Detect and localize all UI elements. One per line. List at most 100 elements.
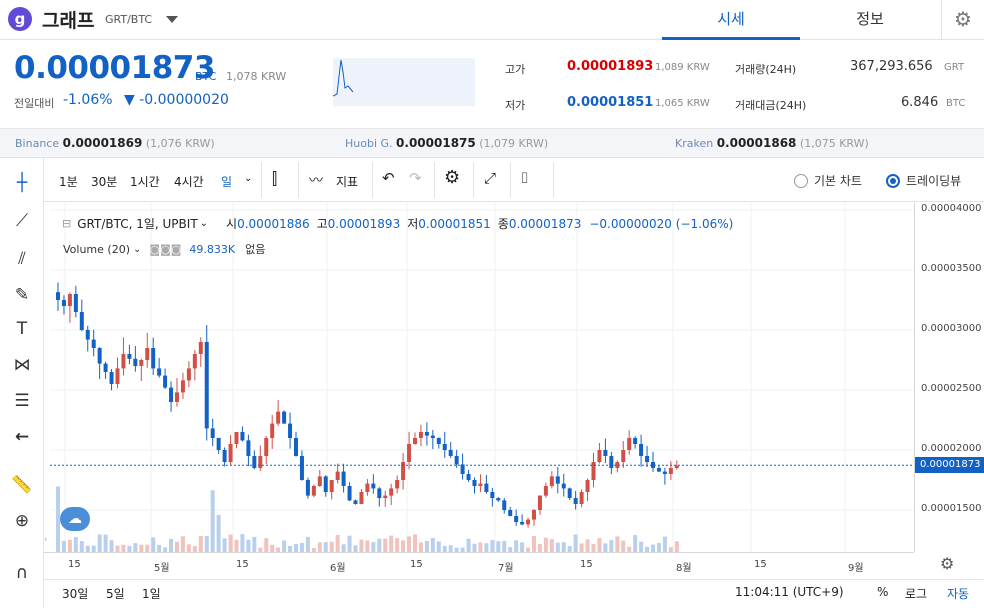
volume-bar	[413, 534, 417, 552]
fullscreen-icon[interactable]: ⤢	[484, 169, 497, 187]
volume-bar	[496, 541, 501, 552]
price-axis[interactable]: 0.00004000 0.00003500 0.00003000 0.00002500…	[914, 202, 984, 552]
candle-type-icon[interactable]: ⫿	[272, 169, 278, 188]
candle-body	[61, 300, 66, 306]
range-5d[interactable]: 5일	[106, 587, 125, 601]
candle-body	[514, 516, 519, 522]
candle-body	[639, 444, 644, 456]
exchange-price: 0.00001868	[716, 136, 797, 150]
indicator-button[interactable]: 지표	[336, 175, 359, 189]
chevron-down-icon[interactable]	[166, 16, 178, 23]
prediction-icon[interactable]: ☰	[14, 391, 30, 411]
axis-settings-icon[interactable]: ⚙	[940, 554, 955, 573]
interval-1h[interactable]: 1시간	[130, 175, 160, 189]
price-krw: 1,078 KRW	[226, 70, 287, 83]
candle-body	[157, 368, 162, 376]
time-axis[interactable]: 15 5월 15 6월 15 7월 15 8월 15 9월	[44, 552, 914, 579]
chevron-down-icon[interactable]: ⌄	[133, 243, 142, 255]
change-absolute: ▼ -0.00000020	[124, 92, 229, 108]
ruler-icon[interactable]: 📏	[11, 475, 33, 495]
candle-body	[668, 468, 673, 474]
volume-bar	[175, 541, 179, 552]
indicator-icon[interactable]: 〰	[309, 173, 323, 189]
legend-open-label: 시	[226, 217, 238, 231]
tab-info[interactable]: 정보	[856, 10, 884, 28]
volume-bar	[389, 535, 394, 552]
eye-icon[interactable]: ◙◙◙	[149, 242, 182, 256]
radio-on-icon[interactable]	[886, 173, 900, 188]
crosshair-icon[interactable]: ┼	[16, 173, 28, 193]
range-1d[interactable]: 1일	[142, 587, 161, 601]
tradingview-logo-icon[interactable]: ☁	[60, 507, 90, 531]
volume-bar	[543, 537, 548, 552]
trendline-icon[interactable]: ⟋	[16, 211, 28, 231]
candle-body	[567, 488, 572, 498]
zoom-icon[interactable]: ⊕	[14, 511, 30, 531]
volume-bar	[109, 540, 114, 552]
volume-bar	[407, 536, 412, 552]
interval-1m[interactable]: 1분	[59, 175, 78, 189]
text-icon[interactable]: T	[16, 319, 28, 339]
pair-label: GRT/BTC	[105, 13, 153, 26]
volume-bar	[359, 539, 364, 552]
volume-bar	[656, 543, 661, 552]
divider	[510, 162, 511, 198]
volume-bar	[597, 538, 602, 552]
undo-icon[interactable]: ↶	[382, 169, 395, 187]
interval-1d[interactable]: 일	[221, 175, 233, 189]
volume-bar	[454, 547, 459, 552]
candle-body	[383, 495, 388, 498]
camera-icon[interactable]: ⌷	[520, 169, 530, 187]
exchange-krw: (1,079 KRW)	[479, 137, 549, 150]
volume-value: 367,293.656	[850, 59, 933, 74]
chart-toolbar	[44, 158, 984, 202]
legend-title[interactable]: GRT/BTC, 1일, UPBIT	[77, 217, 198, 231]
volume-bar	[240, 534, 245, 552]
volume-legend: Volume (20) ⌄ ◙◙◙ 49.833K 없음	[63, 241, 265, 257]
fib-icon[interactable]: ⫽	[18, 249, 26, 269]
tradingview-option[interactable]: 트레이딩뷰	[886, 172, 961, 189]
candle-body	[389, 488, 394, 496]
arrow-left-icon[interactable]: ←	[14, 427, 30, 447]
volume-bar	[371, 542, 376, 552]
interval-30m[interactable]: 30분	[91, 175, 118, 189]
redo-icon[interactable]: ↷	[409, 169, 422, 187]
basic-chart-option[interactable]: 기본 차트	[794, 172, 862, 189]
candle-body	[615, 462, 620, 468]
candle-body	[561, 483, 566, 489]
y-tick-label: 0.00002000	[921, 443, 982, 454]
tab-price[interactable]: 시세	[662, 0, 800, 40]
range-30d[interactable]: 30일	[62, 587, 89, 601]
volume-bar	[377, 538, 382, 552]
candle-body	[103, 363, 108, 372]
x-tick-label: 7월	[498, 563, 514, 574]
percent-toggle[interactable]: %	[877, 585, 889, 599]
gear-icon[interactable]: ⚙	[941, 0, 984, 40]
volume-bar	[270, 544, 275, 552]
magnet-icon[interactable]: ∩	[15, 563, 29, 583]
log-toggle[interactable]: 로그	[905, 587, 928, 601]
divider	[434, 162, 435, 198]
exchange-bar	[0, 128, 984, 158]
candle-body	[294, 438, 298, 456]
pattern-icon[interactable]: ⋈	[13, 355, 31, 375]
volume-bar	[133, 543, 138, 552]
radio-off-icon[interactable]	[794, 173, 808, 188]
volume-bar	[56, 486, 60, 552]
interval-4h[interactable]: 4시간	[174, 175, 204, 189]
settings-icon[interactable]: ⚙	[444, 167, 461, 188]
chevron-down-icon[interactable]: ⌄	[199, 218, 209, 229]
volume-bar	[502, 540, 507, 552]
volume-bar	[264, 538, 269, 552]
auto-toggle[interactable]: 자동	[947, 587, 970, 601]
candle-body	[656, 468, 661, 472]
volume-bar	[668, 547, 673, 552]
scroll-left-icon[interactable]: ‹	[44, 535, 48, 545]
candlestick-chart[interactable]	[50, 202, 914, 552]
collapse-icon[interactable]: ⊟	[62, 217, 72, 230]
chevron-down-icon[interactable]: ⌄	[244, 173, 253, 184]
volume-bar	[252, 536, 257, 552]
brush-icon[interactable]: ✎	[14, 285, 30, 305]
volume-title[interactable]: Volume (20)	[63, 242, 130, 256]
volume-bar	[216, 514, 221, 552]
